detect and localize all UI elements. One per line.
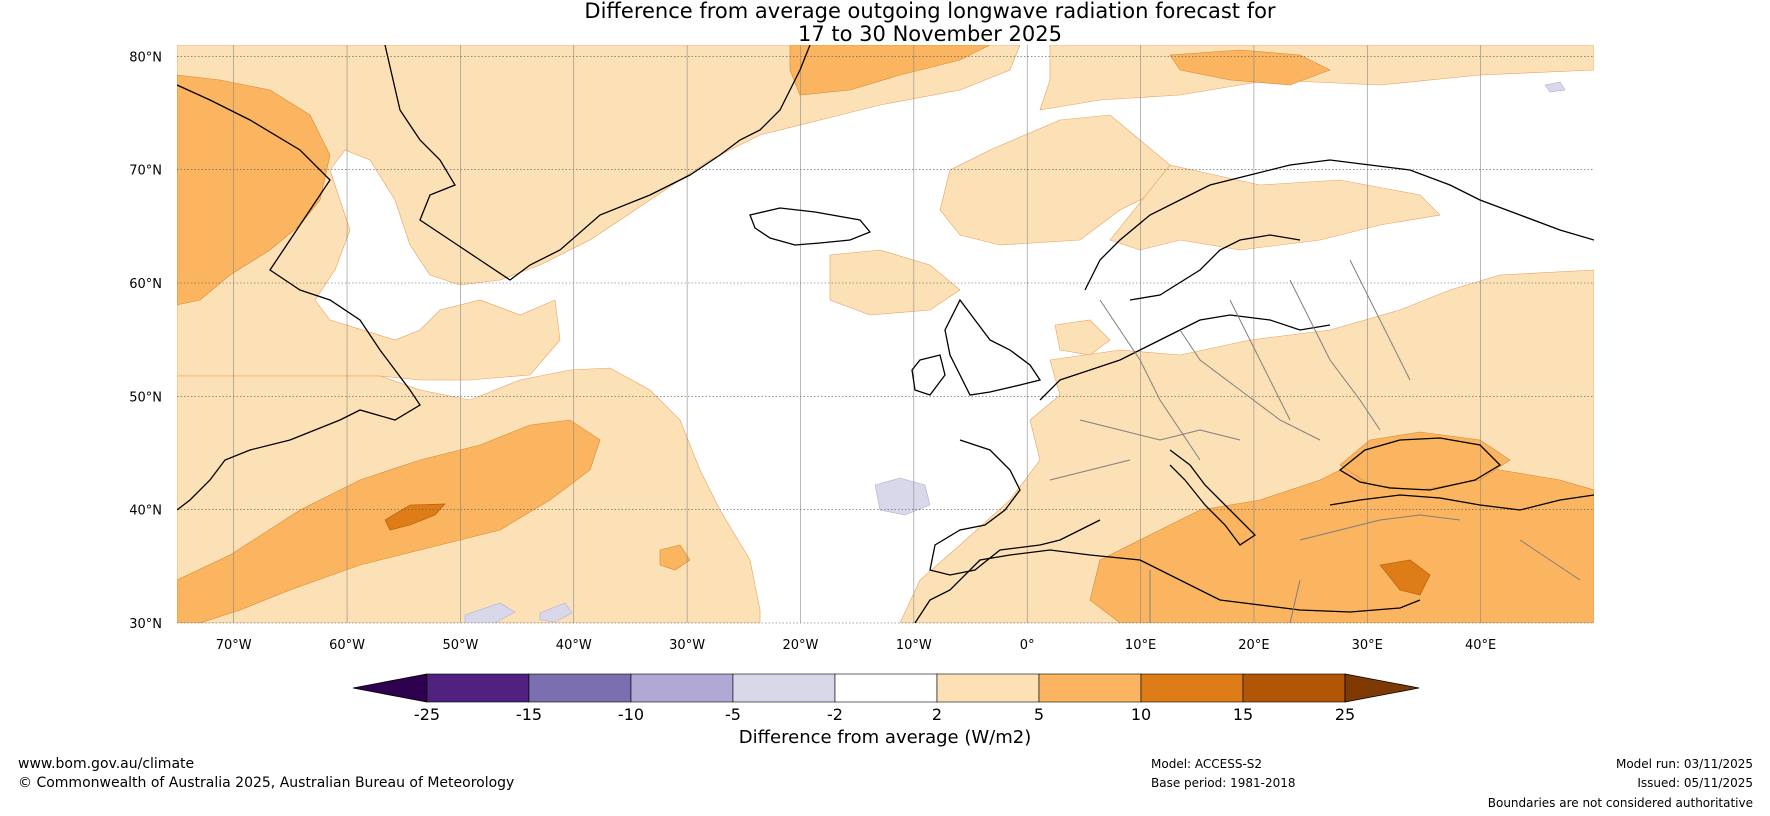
colorbar-segment [1242,673,1346,703]
anomaly-region-iceland-south [829,249,961,316]
footer-issued: Issued: 05/11/2025 [1637,776,1753,790]
anomaly-shading [177,45,1594,623]
longitude-labels: 70°W 60°W 50°W 40°W 30°W 20°W 10°W 0° 10°E 20°E 30… [216,638,1497,653]
colorbar-segment [834,673,938,703]
anomaly-region-atlantic-core [384,503,446,531]
anomaly-region-atlantic-small [659,544,691,571]
colorbar-segment [732,673,836,703]
colorbar-title: Difference from average (W/m2) [738,727,1032,748]
anomaly-region-iberia-negative [874,477,931,516]
longitude-label: 30°E [1352,638,1383,653]
coastline-greenland [384,45,811,281]
colorbar-segment [1140,673,1244,703]
longitude-label: 20°E [1238,638,1269,653]
anomaly-region-atlantic-negative-2 [539,602,573,623]
coastlines [177,45,1594,623]
anomaly-region-canada-strong [177,74,331,306]
longitude-label: 50°W [442,638,478,653]
footer-website: www.bom.gov.au/climate [18,756,195,772]
colorbar-tick-label: -10 [618,705,644,724]
map-title: Difference from average outgoing longwav… [0,0,1770,46]
colorbar-segment [528,673,632,703]
anomaly-region-norwegian-sea [939,114,1201,246]
colorbar-segment [630,673,734,703]
coastline-north-america [177,84,421,511]
anomaly-region-atlantic-negative-1 [464,602,516,623]
latitude-label: 30°N [129,617,162,632]
anomaly-region-black-sea [1339,431,1511,491]
longitude-label: 40°W [556,638,592,653]
colorbar-tick-label: 10 [1131,705,1151,724]
colorbar-tick-label: -15 [516,705,542,724]
coastline-black-sea [1338,437,1502,491]
latitude-label: 70°N [129,164,162,179]
longitude-label: 10°E [1125,638,1156,653]
footer-base-period: Base period: 1981-2018 [1151,776,1296,790]
country-borders [1049,259,1581,623]
anomaly-region-barents [1169,49,1331,86]
anomaly-region-greenland [177,45,1021,381]
footer-copyright: © Commonwealth of Australia 2025, Austra… [18,775,515,791]
colorbar-tick-label: 2 [932,705,942,724]
coastline-italy [1169,449,1257,546]
longitude-label: 70°W [216,638,252,653]
colorbar-extend-low [352,673,428,703]
latitude-labels: 80°N 70°N 60°N 50°N 40°N 30°N [129,50,162,632]
latitude-label: 60°N [129,277,162,292]
colorbar-tick-label: -5 [725,705,741,724]
map-panel [177,45,1594,624]
colorbar-segment [936,673,1040,703]
longitude-label: 30°W [669,638,705,653]
anomaly-region-arctic-negative [1544,81,1566,93]
footer-model-run: Model run: 03/11/2025 [1615,757,1753,771]
latitude-label: 80°N [129,50,162,65]
title-line-2: 17 to 30 November 2025 [798,22,1062,46]
anomaly-region-greenland-sea [789,45,991,96]
coastline-uk [911,298,1042,396]
colorbar-tick-label: -2 [827,705,843,724]
coastline-scandinavia [1084,159,1594,301]
colorbar-tick-label: -25 [414,705,440,724]
coastline-iceland [749,207,872,246]
footer-disclaimer: Boundaries are not considered authoritat… [1487,796,1753,810]
anomaly-region-bay-of-biscay [1054,319,1111,356]
coastline-turkey [1329,494,1594,511]
latitude-label: 40°N [129,504,162,519]
title-line-1: Difference from average outgoing longwav… [584,0,1276,23]
coastline-africa [914,549,1421,623]
colorbar-segment [1038,673,1142,703]
longitude-label: 60°W [329,638,365,653]
longitude-label: 10°W [896,638,932,653]
longitude-label: 20°W [783,638,819,653]
longitude-label: 0° [1020,638,1035,653]
colorbar-tick-label: 15 [1233,705,1253,724]
anomaly-region-scandinavia [1109,164,1441,251]
colorbar-tick-label: 25 [1335,705,1355,724]
latitude-label: 50°N [129,390,162,405]
longitude-label: 40°E [1465,638,1496,653]
colorbar-extend-high [1344,673,1420,703]
footer-model: Model: ACCESS-S2 [1151,757,1263,771]
colorbar: -25 -15 -10 -5 -2 2 5 10 15 25 [352,673,1420,724]
anomaly-region-levant-core [1379,559,1431,596]
colorbar-segment [426,673,530,703]
colorbar-tick-label: 5 [1034,705,1044,724]
